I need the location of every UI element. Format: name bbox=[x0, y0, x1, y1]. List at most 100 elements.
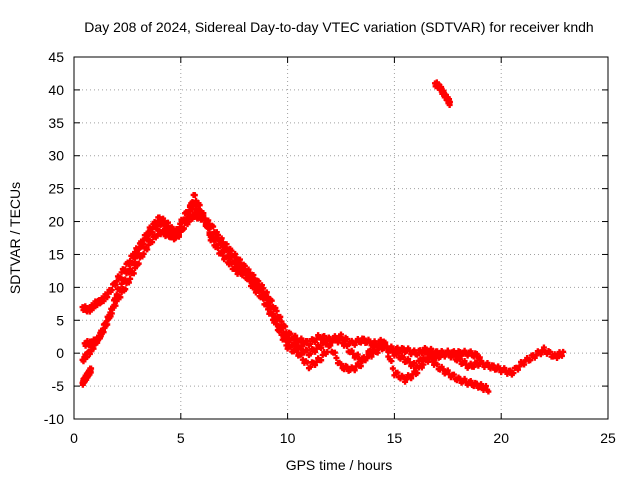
series-layer bbox=[79, 79, 567, 395]
data-point bbox=[414, 351, 421, 358]
data-point bbox=[108, 286, 115, 293]
data-point bbox=[560, 348, 567, 355]
data-point bbox=[223, 241, 230, 248]
y-axis-label: SDTVAR / TECUs bbox=[7, 182, 23, 294]
data-point bbox=[245, 274, 252, 281]
data-point bbox=[388, 358, 395, 365]
data-point bbox=[184, 215, 191, 222]
data-point bbox=[268, 304, 275, 311]
data-point bbox=[164, 229, 171, 236]
y-tick-label: 15 bbox=[48, 246, 64, 262]
y-tick-label: 30 bbox=[48, 148, 64, 164]
data-point bbox=[307, 363, 314, 370]
y-tick-label: -10 bbox=[44, 411, 64, 427]
data-point bbox=[127, 275, 134, 282]
data-point bbox=[122, 286, 129, 293]
data-point bbox=[113, 298, 120, 304]
data-point bbox=[112, 302, 119, 309]
data-point bbox=[484, 359, 491, 366]
data-point bbox=[394, 349, 401, 356]
data-point bbox=[268, 310, 275, 317]
data-point bbox=[258, 285, 265, 292]
x-tick-label: 25 bbox=[600, 430, 616, 446]
data-point bbox=[374, 343, 381, 350]
data-point bbox=[467, 348, 474, 355]
data-point bbox=[338, 334, 344, 341]
data-point bbox=[263, 301, 270, 308]
data-point bbox=[428, 345, 435, 352]
data-point bbox=[232, 264, 239, 271]
data-point bbox=[278, 318, 285, 325]
data-point bbox=[112, 282, 119, 289]
data-point bbox=[140, 250, 147, 257]
data-point bbox=[558, 352, 565, 359]
data-point bbox=[164, 222, 171, 229]
data-point bbox=[287, 337, 294, 344]
data-point bbox=[232, 257, 239, 264]
data-point bbox=[521, 361, 528, 368]
data-point bbox=[236, 261, 243, 268]
data-point bbox=[255, 288, 262, 295]
data-point bbox=[132, 265, 139, 272]
data-point bbox=[434, 361, 441, 368]
y-tick-label: 35 bbox=[48, 115, 64, 131]
data-point bbox=[363, 354, 370, 361]
y-tick-label: 25 bbox=[48, 181, 64, 197]
data-point bbox=[228, 260, 235, 267]
data-point bbox=[88, 365, 95, 372]
data-point bbox=[273, 321, 280, 328]
data-point bbox=[450, 371, 457, 378]
data-point bbox=[160, 227, 167, 234]
y-tick-label: 45 bbox=[48, 49, 64, 65]
x-tick-label: 20 bbox=[493, 430, 509, 446]
plot-frame bbox=[73, 56, 609, 420]
data-point bbox=[206, 231, 213, 238]
data-point bbox=[160, 218, 167, 225]
data-point bbox=[278, 331, 285, 338]
data-point bbox=[260, 295, 267, 302]
data-point bbox=[250, 281, 257, 288]
x-tick-label: 15 bbox=[387, 430, 403, 446]
data-point bbox=[307, 340, 314, 347]
series-arc-middle bbox=[81, 201, 492, 395]
data-point bbox=[344, 336, 351, 343]
data-point bbox=[351, 367, 358, 374]
data-point bbox=[218, 239, 225, 246]
data-point bbox=[414, 370, 421, 377]
data-point bbox=[94, 339, 101, 346]
data-point bbox=[312, 339, 319, 345]
data-point bbox=[527, 357, 534, 364]
data-point bbox=[246, 278, 253, 285]
data-point bbox=[293, 348, 300, 355]
data-point bbox=[223, 254, 230, 261]
data-point bbox=[485, 388, 492, 395]
data-point bbox=[408, 375, 415, 382]
data-point bbox=[298, 351, 305, 358]
data-point bbox=[351, 341, 358, 348]
y-tick-label: 20 bbox=[48, 214, 64, 230]
data-point bbox=[191, 192, 198, 199]
series-arc-early-dip bbox=[79, 365, 95, 388]
data-point bbox=[368, 348, 375, 355]
data-point bbox=[210, 236, 217, 243]
data-point bbox=[241, 269, 248, 276]
data-point bbox=[236, 266, 243, 273]
data-point bbox=[318, 357, 325, 364]
x-axis-label: GPS time / hours bbox=[286, 457, 393, 473]
data-point bbox=[501, 365, 508, 372]
y-tick-label: 10 bbox=[48, 279, 64, 295]
data-point bbox=[514, 366, 521, 373]
data-point bbox=[97, 333, 104, 340]
data-point bbox=[104, 321, 111, 328]
x-tick-label: 0 bbox=[70, 430, 78, 446]
data-point bbox=[201, 215, 208, 222]
data-point bbox=[153, 232, 160, 239]
data-point bbox=[307, 350, 314, 357]
data-point bbox=[113, 278, 120, 285]
data-point bbox=[232, 250, 239, 257]
data-point bbox=[467, 377, 474, 384]
data-point bbox=[444, 347, 451, 354]
data-point bbox=[450, 351, 457, 358]
x-tick-label: 5 bbox=[177, 430, 185, 446]
